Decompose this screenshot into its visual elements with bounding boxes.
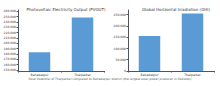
svg-text:230,000: 230,000: [4, 25, 16, 29]
svg-text:150,000: 150,000: [4, 68, 16, 72]
svg-text:190,000: 190,000: [4, 47, 16, 51]
svg-text:200,000: 200,000: [4, 41, 16, 45]
svg-text:Tharparkar: Tharparkar: [184, 72, 201, 77]
svg-text:150,000: 150,000: [114, 35, 126, 39]
svg-text:50,000: 50,000: [116, 58, 127, 62]
svg-text:0: 0: [124, 69, 126, 73]
svg-text:200,000: 200,000: [114, 24, 126, 28]
svg-text:100,000: 100,000: [114, 46, 126, 50]
svg-text:240,000: 240,000: [4, 20, 16, 24]
svg-text:180,000: 180,000: [4, 52, 16, 56]
svg-text:Global Horizontal Irradiation: Global Horizontal Irradiation (GHI): [142, 7, 210, 12]
svg-text:Solar Potential of Tharparkar: Solar Potential of Tharparkar compared t…: [28, 77, 191, 81]
svg-text:220,000: 220,000: [4, 31, 16, 35]
svg-text:160,000: 160,000: [4, 63, 16, 67]
svg-text:Bahawalpur: Bahawalpur: [140, 72, 159, 77]
svg-text:260,000: 260,000: [4, 9, 16, 13]
svg-text:Tharparkar: Tharparkar: [74, 72, 91, 77]
svg-text:250,000: 250,000: [114, 13, 126, 17]
svg-text:Bahawalpur: Bahawalpur: [30, 72, 49, 77]
svg-text:250,000: 250,000: [4, 14, 16, 18]
svg-text:170,000: 170,000: [4, 57, 16, 61]
svg-text:Photovoltaic Electricity Outpu: Photovoltaic Electricity Output (PVOUT): [27, 7, 106, 12]
svg-text:210,000: 210,000: [4, 36, 16, 40]
